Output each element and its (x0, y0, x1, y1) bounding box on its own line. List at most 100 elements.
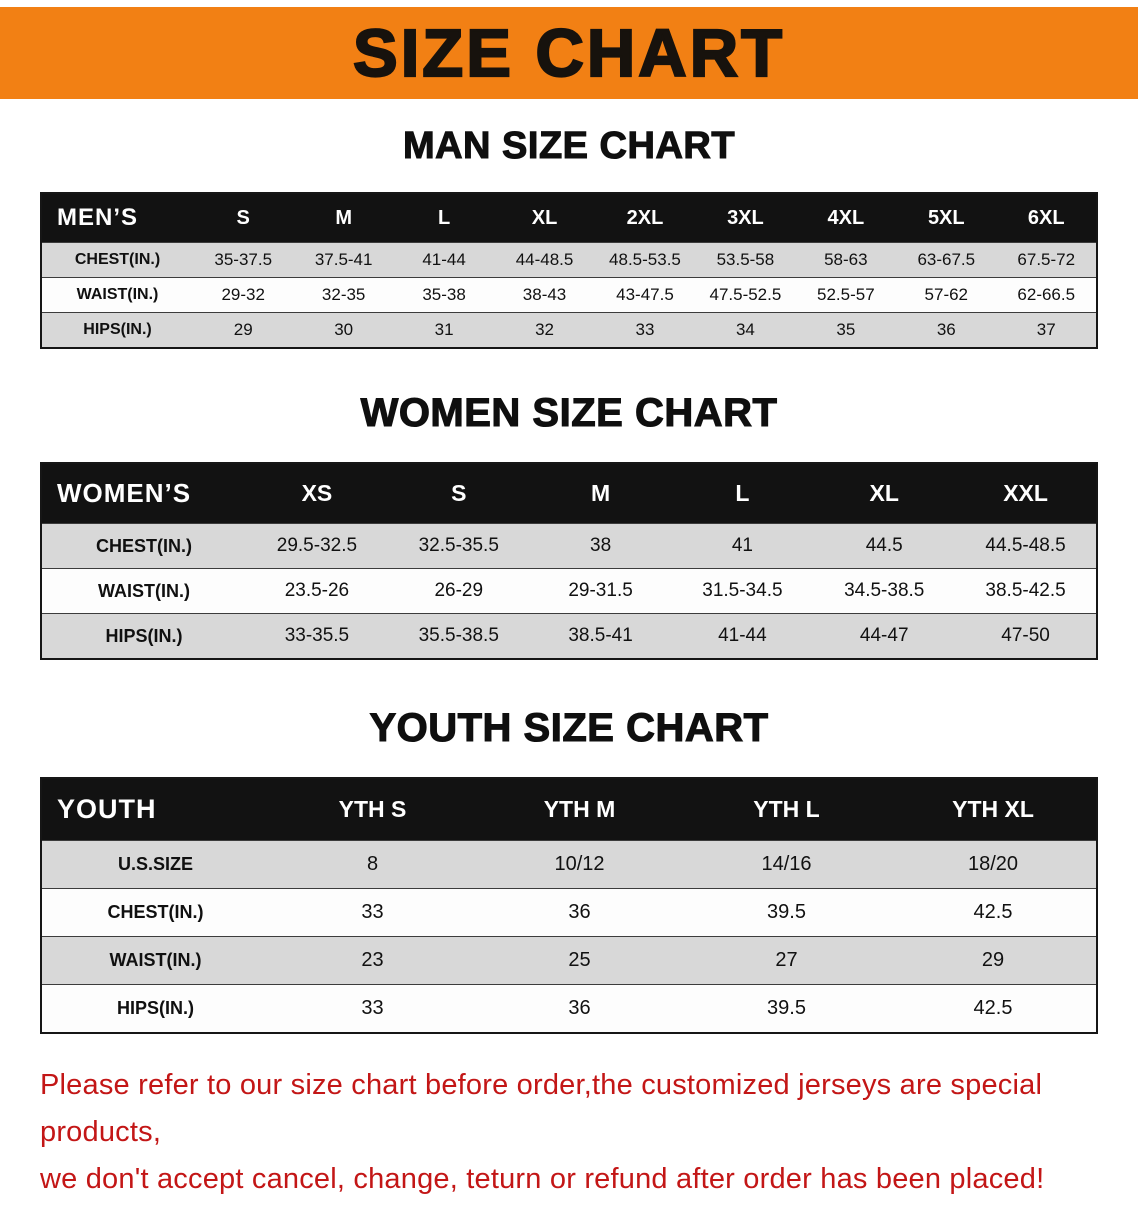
table-header-row: WOMEN’S XS S M L XL XXL (41, 463, 1097, 524)
table-row: HIPS(IN.) 33-35.5 35.5-38.5 38.5-41 41-44 44-… (41, 613, 1097, 659)
size-value-cell: 31.5-34.5 (702, 580, 783, 601)
size-value-cell: 35.5-38.5 (418, 625, 499, 646)
disclaimer: Please refer to our size chart before or… (40, 1062, 1100, 1203)
youth-size-table: YOUTH YTH S YTH M YTH L YTH XL U.S.SIZE 8 10/12… (40, 777, 1098, 1034)
size-value-cell: 23 (361, 949, 384, 971)
table-row: HIPS(IN.) 29 30 31 32 33 34 35 36 37 (41, 312, 1097, 348)
youth-section-heading: YOUTH SIZE CHART (369, 705, 769, 750)
size-value-cell: 34.5-38.5 (844, 580, 925, 601)
size-value-cell: 32 (535, 320, 554, 339)
table-header-row: YOUTH YTH S YTH M YTH L YTH XL (41, 778, 1097, 841)
row-label: CHEST(IN.) (96, 535, 192, 556)
size-header-cell: 6XL (1027, 206, 1065, 229)
row-label: CHEST(IN.) (74, 251, 161, 268)
size-header-cell: M (590, 480, 611, 506)
size-value-cell: 10/12 (554, 853, 605, 875)
womens-section: WOMEN SIZE CHART WOMEN’S XS S M L XL XXL CHEST(… (0, 390, 1138, 660)
size-header-cell: 3XL (727, 206, 764, 229)
table-row: WAIST(IN.) 23.5-26 26-29 29-31.5 31.5-34.5 34… (41, 568, 1097, 614)
size-header-cell: L (437, 206, 451, 229)
size-value-cell: 26-29 (434, 580, 484, 601)
size-value-cell: 52.5-57 (817, 285, 875, 304)
size-value-cell: 39.5 (767, 997, 806, 1019)
table-row: U.S.SIZE 8 10/12 14/16 18/20 (41, 840, 1097, 889)
size-value-cell: 29 (233, 320, 253, 339)
size-header-cell: L (735, 480, 750, 506)
size-value-cell: 30 (334, 320, 354, 339)
size-value-cell: 57-62 (924, 285, 969, 304)
size-value-cell: 8 (366, 853, 379, 875)
size-value-cell: 29.5-32.5 (276, 535, 358, 556)
size-value-cell: 23.5-26 (284, 580, 350, 601)
size-value-cell: 42.5 (973, 901, 1013, 923)
size-value-cell: 63-67.5 (917, 250, 976, 269)
size-header-cell: 4XL (827, 206, 865, 229)
size-value-cell: 33-35.5 (284, 625, 350, 646)
table-title-cell: YOUTH (57, 794, 157, 824)
size-value-cell: 14/16 (761, 853, 812, 875)
size-header-cell: YTH S (338, 796, 407, 822)
size-value-cell: 36 (568, 901, 591, 923)
size-value-cell: 44.5 (865, 535, 903, 556)
table-row: WAIST(IN.) 23 25 27 29 (41, 936, 1097, 985)
size-header-cell: 2XL (626, 206, 664, 229)
size-header-cell: YTH XL (952, 796, 1034, 822)
table-row: CHEST(IN.) 29.5-32.5 32.5-35.5 38 41 44.5 44.5… (41, 523, 1097, 569)
charts-area: MAN SIZE CHART MEN’S S M L XL 2XL 3XL 4XL 5XL 6XL… (0, 124, 1138, 1034)
size-value-cell: 38 (590, 535, 612, 556)
size-value-cell: 36 (936, 320, 956, 339)
size-value-cell: 39.5 (767, 901, 806, 923)
table-row: CHEST(IN.) 35-37.5 37.5-41 41-44 44-48.5 48.5… (41, 242, 1097, 278)
row-label: WAIST(IN.) (98, 580, 190, 601)
size-value-cell: 29-31.5 (568, 580, 633, 601)
mens-size-table: MEN’S S M L XL 2XL 3XL 4XL 5XL 6XL CHEST(IN.) 35-37… (40, 192, 1098, 349)
size-value-cell: 35 (836, 320, 856, 339)
size-value-cell: 47-50 (1001, 625, 1050, 646)
size-value-cell: 31 (434, 320, 454, 339)
size-value-cell: 35-37.5 (214, 250, 273, 269)
size-value-cell: 34 (735, 320, 755, 339)
womens-section-heading: WOMEN SIZE CHART (360, 390, 778, 435)
size-value-cell: 38.5-42.5 (985, 580, 1066, 601)
size-value-cell: 41-44 (422, 250, 466, 269)
mens-section: MAN SIZE CHART MEN’S S M L XL 2XL 3XL 4XL 5XL 6XL… (0, 124, 1138, 349)
size-value-cell: 47.5-52.5 (709, 285, 782, 304)
row-label: HIPS(IN.) (116, 998, 194, 1018)
size-value-cell: 36 (568, 997, 591, 1019)
size-value-cell: 32-35 (321, 285, 366, 304)
size-value-cell: 32.5-35.5 (418, 535, 499, 556)
size-value-cell: 29 (981, 949, 1005, 971)
size-header-cell: S (236, 206, 250, 229)
size-value-cell: 53.5-58 (716, 250, 775, 269)
size-value-cell: 41-44 (718, 625, 767, 646)
size-header-cell: S (451, 480, 467, 506)
page-title: SIZE CHART (352, 14, 785, 91)
size-header-cell: XL (869, 480, 899, 506)
size-value-cell: 38.5-41 (568, 625, 633, 646)
size-header-cell: 5XL (927, 206, 965, 229)
row-label: WAIST(IN.) (109, 950, 202, 970)
disclaimer-line-1: Please refer to our size chart before or… (40, 1069, 1043, 1148)
size-value-cell: 42.5 (973, 997, 1013, 1019)
size-value-cell: 44-47 (859, 625, 909, 646)
table-row: WAIST(IN.) 29-32 32-35 35-38 38-43 43-47.5 47.… (41, 277, 1097, 313)
size-value-cell: 25 (568, 949, 591, 971)
size-header-cell: XL (531, 206, 558, 229)
size-value-cell: 37.5-41 (314, 250, 373, 269)
mens-section-heading: MAN SIZE CHART (402, 124, 736, 167)
row-label: HIPS(IN.) (105, 625, 183, 646)
size-value-cell: 58-63 (824, 250, 868, 269)
size-value-cell: 33 (361, 901, 384, 923)
size-value-cell: 44.5-48.5 (985, 535, 1066, 556)
size-value-cell: 62-66.5 (1017, 285, 1076, 304)
row-label: U.S.SIZE (117, 854, 193, 874)
womens-size-table: WOMEN’S XS S M L XL XXL CHEST(IN.) 29.5-32.5 32.5… (40, 462, 1098, 660)
size-value-cell: 18/20 (967, 853, 1019, 875)
size-header-cell: YTH L (753, 796, 820, 822)
table-title-cell: MEN’S (57, 204, 139, 231)
youth-section: YOUTH SIZE CHART YOUTH YTH S YTH M YTH L YTH… (0, 705, 1138, 1034)
size-value-cell: 38-43 (522, 285, 567, 304)
row-label: CHEST(IN.) (107, 902, 204, 922)
table-header-row: MEN’S S M L XL 2XL 3XL 4XL 5XL 6XL (41, 193, 1097, 243)
size-value-cell: 33 (361, 997, 384, 1019)
